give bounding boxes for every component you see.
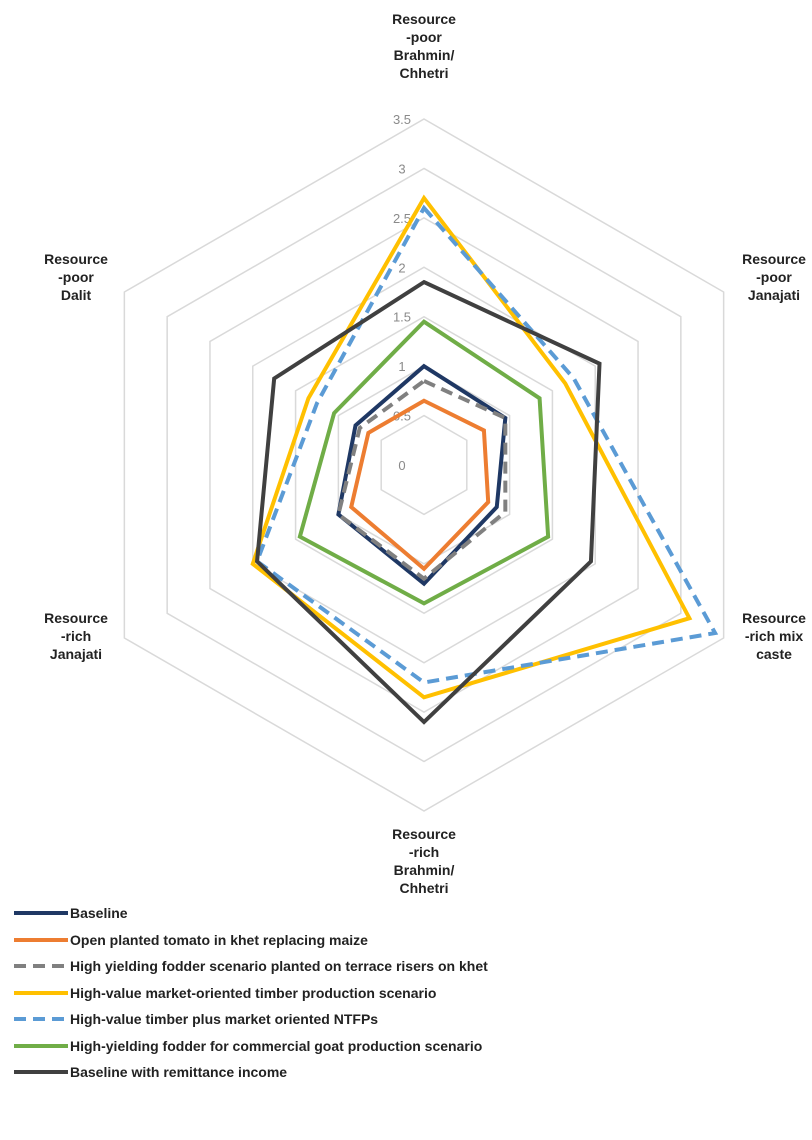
grid-ring xyxy=(166,167,682,763)
legend-item: Baseline with remittance income xyxy=(14,1059,488,1086)
tick-label: 2.5 xyxy=(393,211,411,226)
grid-ring xyxy=(294,315,554,615)
chart-legend: Baseline Open planted tomato in khet repl… xyxy=(14,900,488,1086)
series-line xyxy=(254,204,719,685)
grid-ring xyxy=(209,216,639,714)
series-line xyxy=(297,319,551,606)
radar-chart: 00.511.522.533.5 Resource -poor Brahmin/Ch… xyxy=(44,11,806,896)
radar-grid xyxy=(123,118,725,812)
legend-item: High-value market-oriented timber produc… xyxy=(14,980,488,1007)
grid-ring xyxy=(123,118,725,812)
category-label: Resource -rich Janajati xyxy=(44,610,108,662)
category-label: Resource -poor Janajati xyxy=(742,251,806,303)
series-line xyxy=(254,279,602,725)
legend-label: High-value timber plus market oriented N… xyxy=(70,1011,379,1028)
grid-ring xyxy=(380,414,468,516)
legend-swatch xyxy=(14,1017,68,1022)
series-line xyxy=(336,363,508,587)
radar-category-labels: Resource -poor Brahmin/Chhetri Resource -poo… xyxy=(44,11,806,896)
tick-label: 3.5 xyxy=(393,112,411,127)
category-label: Resource -rich mix caste xyxy=(742,610,806,662)
category-label: Resource -poor Dalit xyxy=(44,251,108,303)
legend-label: High-value market-oriented timber produc… xyxy=(70,984,437,1001)
grid-ring xyxy=(252,266,596,664)
category-label: Resource -rich Brahmin/Chhetri xyxy=(392,826,456,896)
series-line xyxy=(250,194,693,700)
tick-label: 2 xyxy=(398,260,405,275)
legend-swatch xyxy=(14,964,68,969)
legend-swatch xyxy=(14,937,68,942)
legend-label: High-yielding fodder for commercial goat… xyxy=(70,1037,483,1054)
legend-item: High yielding fodder scenario planted on… xyxy=(14,953,488,980)
legend-swatch xyxy=(14,911,68,916)
legend-label: Baseline xyxy=(70,905,128,922)
legend-label: High yielding fodder scenario planted on… xyxy=(70,958,488,975)
tick-label: 0 xyxy=(398,458,405,473)
legend-item: High-yielding fodder for commercial goat… xyxy=(14,1033,488,1060)
tick-label: 1 xyxy=(398,359,405,374)
radar-tick-labels: 00.511.522.533.5 xyxy=(393,112,411,473)
legend-swatch xyxy=(14,1070,68,1075)
legend-label: Open planted tomato in khet replacing ma… xyxy=(70,931,368,948)
category-label: Resource -poor Brahmin/Chhetri xyxy=(392,11,456,81)
tick-label: 3 xyxy=(398,161,405,176)
legend-item: Open planted tomato in khet replacing ma… xyxy=(14,927,488,954)
tick-label: 1.5 xyxy=(393,310,411,325)
grid-ring xyxy=(337,365,511,565)
series-line xyxy=(336,378,508,582)
legend-item: High-value timber plus market oriented N… xyxy=(14,1006,488,1033)
legend-label: Baseline with remittance income xyxy=(70,1064,288,1081)
series-line xyxy=(349,398,491,572)
legend-item: Baseline xyxy=(14,900,488,927)
radar-series xyxy=(250,194,719,725)
legend-swatch xyxy=(14,990,68,995)
legend-swatch xyxy=(14,1043,68,1048)
